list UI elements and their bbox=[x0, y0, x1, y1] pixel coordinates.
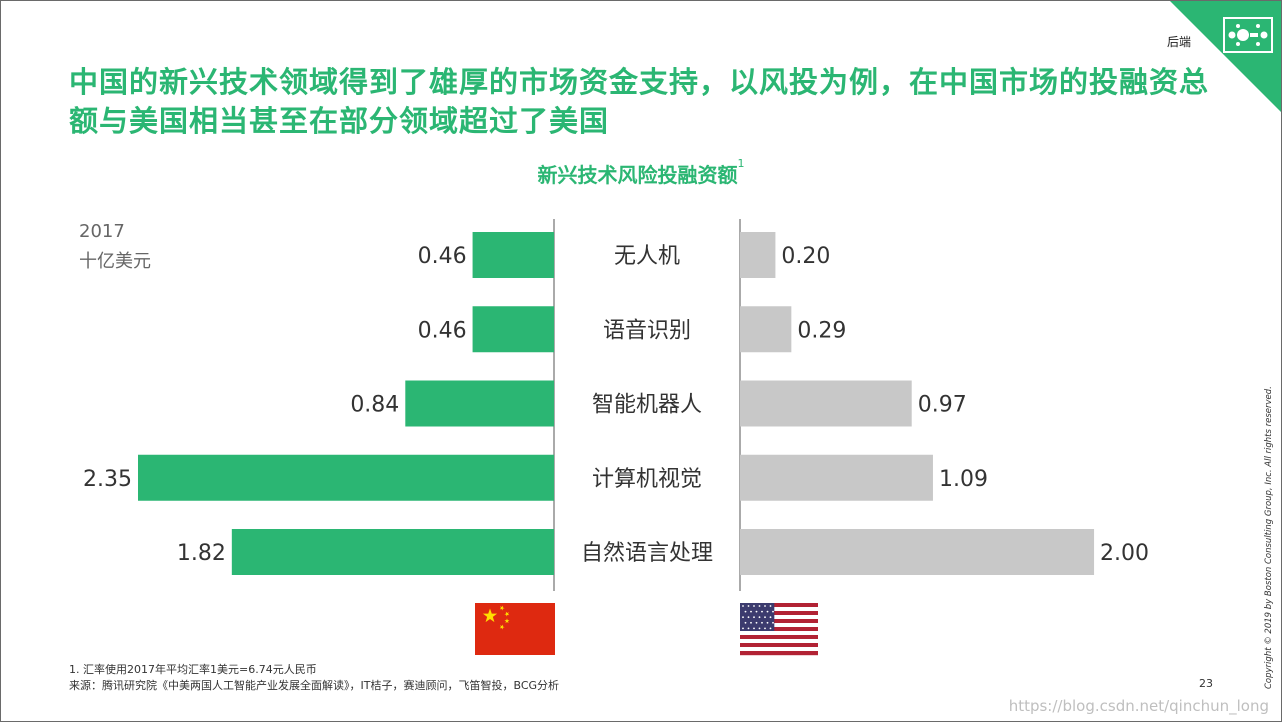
china-flag-icon bbox=[475, 603, 555, 655]
us-bar-3 bbox=[740, 380, 912, 427]
china-value-label-1: 0.46 bbox=[418, 244, 467, 269]
us-value-label-3: 0.97 bbox=[918, 393, 967, 418]
us-bar-5 bbox=[740, 529, 1095, 575]
us-value-label-4: 1.09 bbox=[939, 467, 988, 492]
category-label-5: 自然语言处理 bbox=[581, 541, 713, 566]
us-value-label-1: 0.20 bbox=[781, 244, 830, 269]
unit-label: 十亿美元 bbox=[79, 251, 151, 272]
chart-title: 新兴技术风险投融资额1 bbox=[1, 157, 1281, 188]
china-value-label-3: 0.84 bbox=[350, 393, 399, 418]
chart-title-footnote-mark: 1 bbox=[737, 157, 745, 170]
section-label: 后端 bbox=[1166, 35, 1191, 49]
category-label-1: 无人机 bbox=[614, 244, 680, 269]
bcg-logo-icon bbox=[1223, 17, 1273, 53]
china-bar-1 bbox=[472, 232, 554, 278]
category-label-3: 智能机器人 bbox=[592, 393, 702, 418]
us-bar-1 bbox=[740, 232, 776, 278]
china-bar-4 bbox=[138, 454, 554, 501]
china-value-label-5: 1.82 bbox=[177, 541, 226, 566]
us-bar-2 bbox=[740, 306, 792, 353]
category-label-4: 计算机视觉 bbox=[592, 467, 702, 492]
china-value-label-4: 2.35 bbox=[83, 467, 132, 492]
category-label-2: 语音识别 bbox=[603, 318, 691, 343]
china-bar-2 bbox=[472, 306, 554, 353]
us-value-label-2: 0.29 bbox=[797, 318, 846, 343]
page-number: 23 bbox=[1199, 677, 1213, 690]
watermark: https://blog.csdn.net/qinchun_long bbox=[1008, 697, 1269, 715]
us-bar-4 bbox=[740, 454, 933, 501]
china-bar-3 bbox=[405, 380, 554, 427]
footnote: 1. 汇率使用2017年平均汇率1美元=6.74元人民币 bbox=[69, 663, 317, 676]
us-value-label-5: 2.00 bbox=[1100, 541, 1149, 566]
copyright-notice: Copyright © 2019 by Boston Consulting Gr… bbox=[1264, 386, 1274, 689]
china-bar-5 bbox=[231, 529, 554, 575]
unit-year: 2017 bbox=[79, 221, 125, 242]
source-note: 来源：腾讯研究院《中美两国人工智能产业发展全面解读》，IT桔子，赛迪顾问，飞笛智… bbox=[69, 679, 560, 692]
us-flag-icon bbox=[740, 603, 818, 656]
china-value-label-2: 0.46 bbox=[418, 318, 467, 343]
page-title: 中国的新兴技术领域得到了雄厚的市场资金支持，以风投为例，在中国市场的投融资总额与… bbox=[69, 65, 1210, 138]
chart-title-text: 新兴技术风险投融资额 bbox=[537, 163, 738, 187]
corner-accent bbox=[1169, 1, 1281, 113]
